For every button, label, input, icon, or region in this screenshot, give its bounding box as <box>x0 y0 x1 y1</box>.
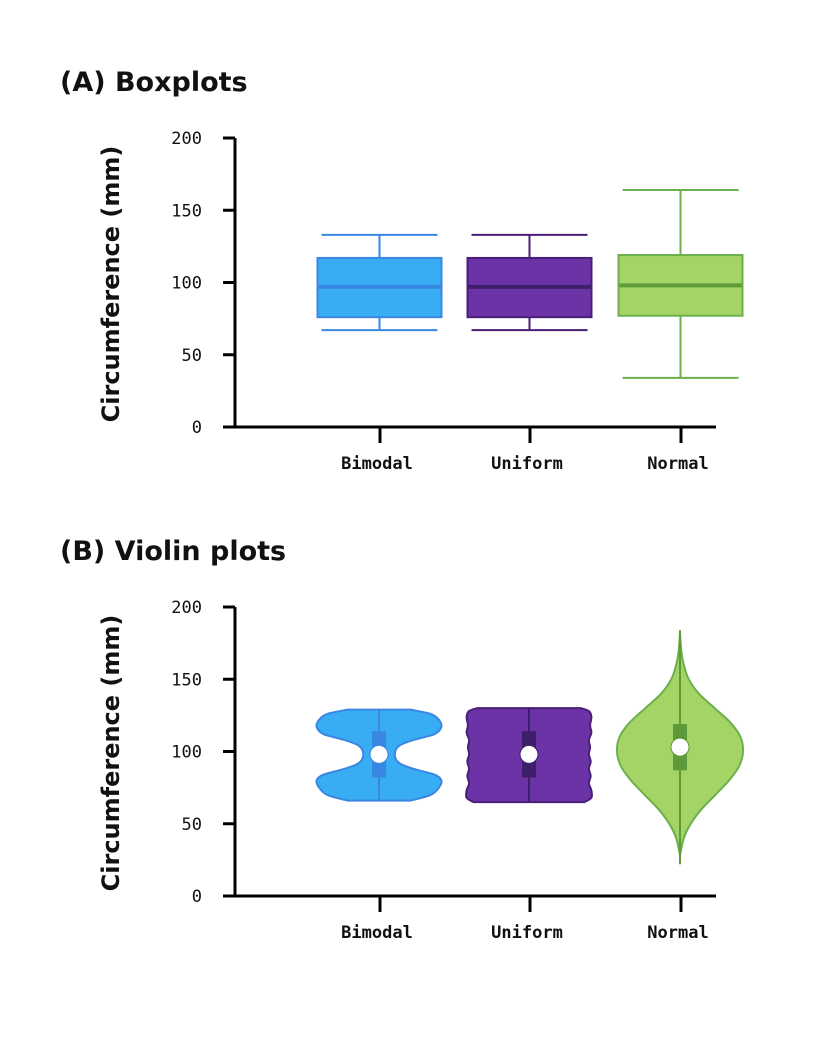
a-x-tick-label-normal: Normal <box>647 454 708 474</box>
panel-a-title: (A) Boxplots <box>60 67 248 98</box>
a-y-tick-label: 200 <box>171 129 202 149</box>
a-y-tick-label: 100 <box>171 274 202 294</box>
violin-median-dot <box>519 744 539 764</box>
boxplot-panel: (A) Boxplots Circumference (mm) 0 50 100 15… <box>60 67 744 474</box>
box-uniform <box>466 233 593 332</box>
b-x-tick-label-uniform: Uniform <box>491 923 563 943</box>
b-y-tick-label: 0 <box>192 887 202 907</box>
panel-a-y-axis-label: Circumference (mm) <box>97 146 125 423</box>
violin-bimodal <box>315 708 443 802</box>
a-y-tick-label: 0 <box>192 418 202 438</box>
b-y-tick-label: 200 <box>171 598 202 618</box>
violin-median-dot <box>670 737 690 757</box>
b-y-tick-label: 150 <box>171 670 202 690</box>
box-bimodal <box>316 233 443 332</box>
b-x-tick-label-bimodal: Bimodal <box>341 923 413 943</box>
b-y-tick-label: 100 <box>171 743 202 763</box>
box-normal <box>617 189 744 379</box>
violin-panel: (B) Violin plots Circumference (mm) 0 50 1… <box>60 536 745 943</box>
violin-uniform <box>465 707 593 804</box>
a-x-tick-label-uniform: Uniform <box>491 454 563 474</box>
b-y-tick-label: 50 <box>182 815 202 835</box>
panel-b-y-axis-label: Circumference (mm) <box>97 615 125 892</box>
a-x-tick-label-bimodal: Bimodal <box>341 454 413 474</box>
b-x-tick-label-normal: Normal <box>647 923 708 943</box>
a-y-tick-label: 50 <box>182 346 202 366</box>
a-y-tick-label: 150 <box>171 201 202 221</box>
violin-normal <box>615 630 745 865</box>
violin-median-dot <box>369 744 389 764</box>
panel-b-title: (B) Violin plots <box>60 536 286 567</box>
